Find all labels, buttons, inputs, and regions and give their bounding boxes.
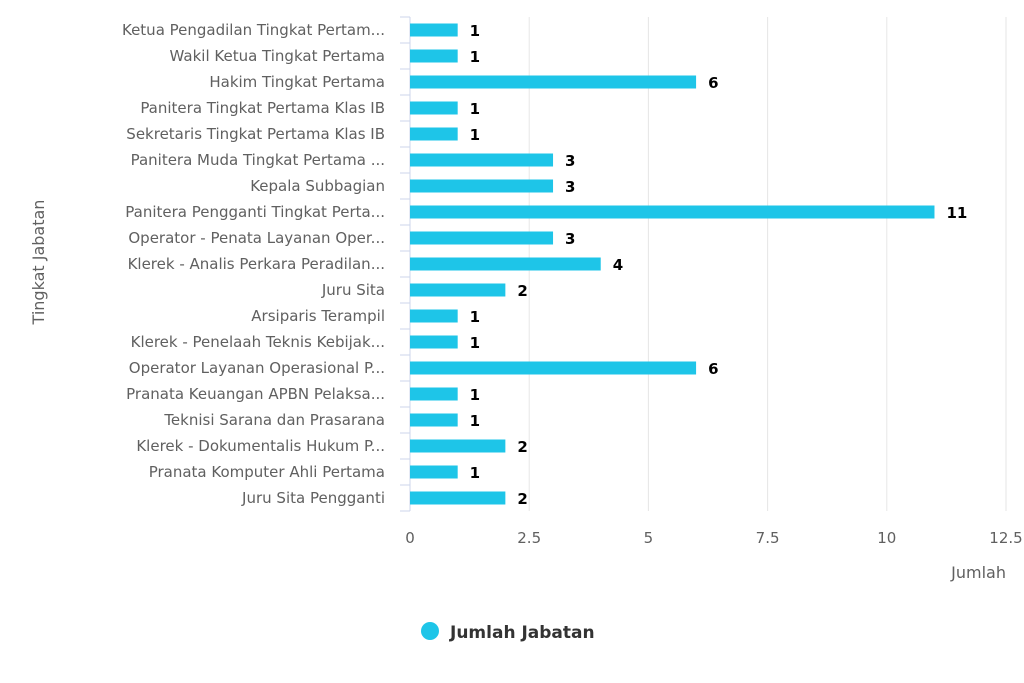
legend-label[interactable]: Jumlah Jabatan <box>449 623 595 643</box>
bar[interactable] <box>410 465 458 479</box>
bar[interactable] <box>410 75 697 89</box>
category-label: Pranata Keuangan APBN Pelaksa... <box>126 385 385 403</box>
category-labels: Ketua Pengadilan Tingkat Pertam... Wakil … <box>122 21 385 507</box>
bar[interactable] <box>410 179 554 193</box>
data-label: 1 <box>470 126 480 144</box>
x-tick-label: 7.5 <box>756 529 780 547</box>
data-label: 6 <box>708 360 718 378</box>
bar[interactable] <box>410 23 458 37</box>
bar[interactable] <box>410 231 554 245</box>
bars <box>410 23 935 505</box>
data-label: 1 <box>470 464 480 482</box>
legend-marker <box>421 622 439 640</box>
bar[interactable] <box>410 309 458 323</box>
grid-lines <box>528 17 1007 511</box>
category-label: Teknisi Sarana dan Prasarana <box>163 411 385 429</box>
data-label: 3 <box>565 152 575 170</box>
data-label: 4 <box>613 256 623 274</box>
category-label: Panitera Pengganti Tingkat Perta... <box>125 203 385 221</box>
x-tick-label: 5 <box>644 529 654 547</box>
bar[interactable] <box>410 101 458 115</box>
category-label: Klerek - Dokumentalis Hukum P... <box>136 437 385 455</box>
category-label: Juru Sita Pengganti <box>241 489 385 507</box>
category-label: Sekretaris Tingkat Pertama Klas IB <box>126 125 385 143</box>
data-label: 2 <box>517 490 527 508</box>
category-label: Klerek - Penelaah Teknis Kebijak... <box>131 333 385 351</box>
category-label: Klerek - Analis Perkara Peradilan... <box>128 255 385 273</box>
category-label: Ketua Pengadilan Tingkat Pertam... <box>122 21 385 39</box>
category-label: Panitera Tingkat Pertama Klas IB <box>140 99 385 117</box>
data-label: 1 <box>470 22 480 40</box>
data-label: 1 <box>470 412 480 430</box>
x-axis-title: Jumlah <box>950 563 1006 582</box>
category-label: Panitera Muda Tingkat Pertama ... <box>131 151 385 169</box>
category-label: Wakil Ketua Tingkat Pertama <box>170 47 385 65</box>
category-label: Operator - Penata Layanan Oper... <box>128 229 385 247</box>
data-label: 2 <box>517 282 527 300</box>
bar[interactable] <box>410 491 506 505</box>
x-tick-label: 10 <box>877 529 896 547</box>
data-label: 3 <box>565 230 575 248</box>
data-label: 1 <box>470 100 480 118</box>
category-label: Kepala Subbagian <box>250 177 385 195</box>
bar[interactable] <box>410 387 458 401</box>
data-label: 2 <box>517 438 527 456</box>
category-label: Pranata Komputer Ahli Pertama <box>149 463 385 481</box>
y-axis-ticks <box>400 16 410 512</box>
legend[interactable]: Jumlah Jabatan <box>421 622 595 643</box>
bar[interactable] <box>410 153 554 167</box>
category-label: Operator Layanan Operasional P... <box>129 359 385 377</box>
x-tick-label: 2.5 <box>517 529 541 547</box>
data-label: 3 <box>565 178 575 196</box>
x-tick-labels: 0 2.5 5 7.5 10 12.5 <box>405 529 1022 547</box>
y-axis-title: Tingkat Jabatan <box>29 200 48 326</box>
data-label: 1 <box>470 308 480 326</box>
category-label: Juru Sita <box>321 281 385 299</box>
data-label: 6 <box>708 74 718 92</box>
data-label: 1 <box>470 386 480 404</box>
data-label: 1 <box>470 334 480 352</box>
bar[interactable] <box>410 439 506 453</box>
bar[interactable] <box>410 335 458 349</box>
bar[interactable] <box>410 283 506 297</box>
category-label: Arsiparis Terampil <box>251 307 385 325</box>
bar[interactable] <box>410 413 458 427</box>
bar[interactable] <box>410 205 935 219</box>
x-tick-label: 12.5 <box>989 529 1022 547</box>
x-tick-label: 0 <box>405 529 415 547</box>
bar[interactable] <box>410 257 601 271</box>
bar[interactable] <box>410 127 458 141</box>
category-label: Hakim Tingkat Pertama <box>209 73 385 91</box>
data-label: 11 <box>946 204 967 222</box>
bar[interactable] <box>410 49 458 63</box>
bar[interactable] <box>410 361 697 375</box>
data-label: 1 <box>470 48 480 66</box>
